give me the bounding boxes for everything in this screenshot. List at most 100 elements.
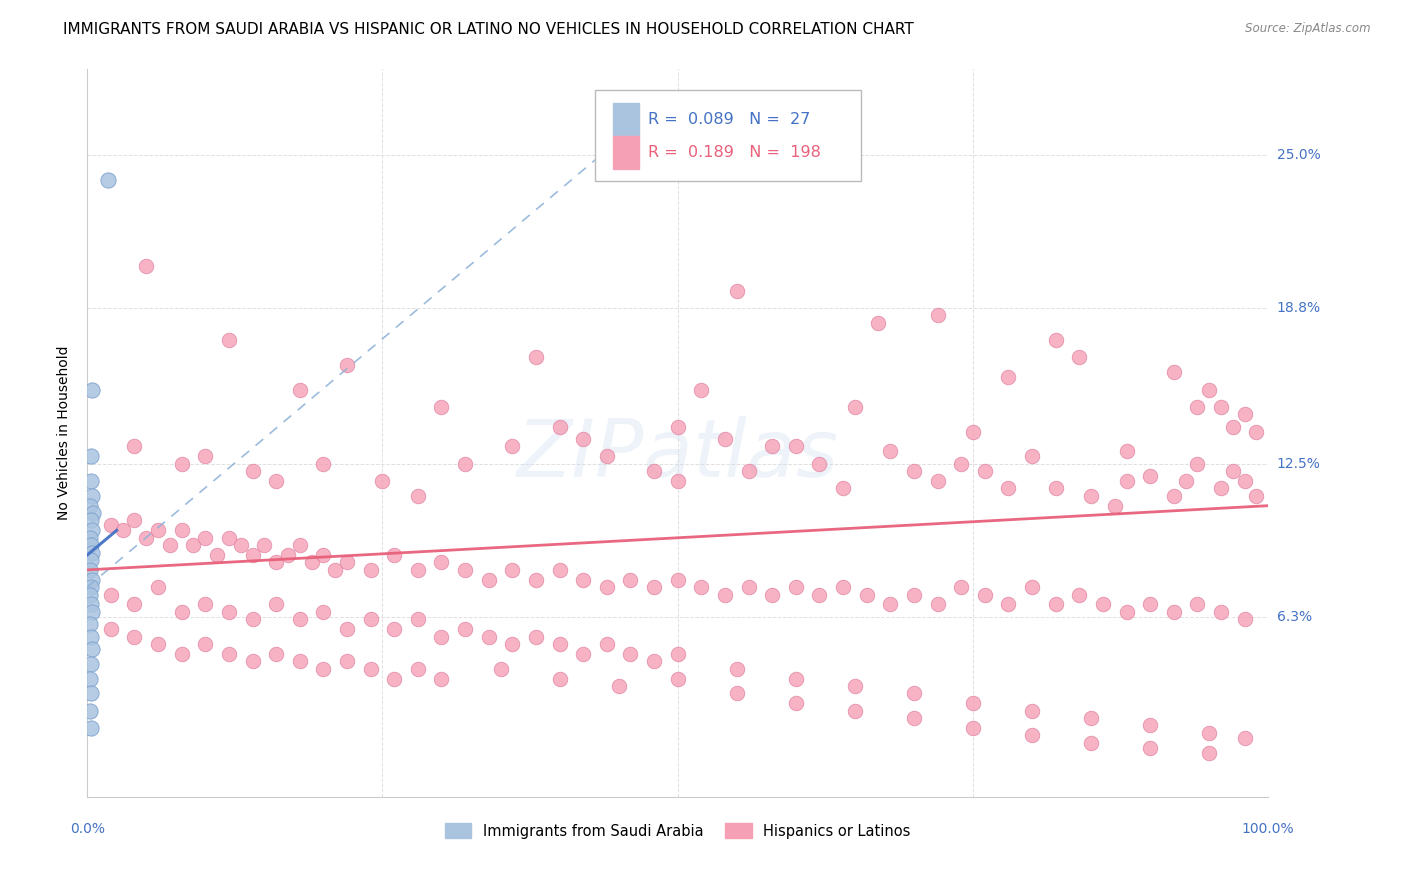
Point (205, 548, 228, 562)
Point (336, 654, 359, 668)
Point (80, 450, 103, 464)
Point (737, 580, 759, 594)
Point (1115, 605, 1137, 619)
Point (80, 686, 103, 700)
Point (80, 605, 103, 619)
Point (146, 580, 169, 594)
Point (725, 686, 748, 700)
Point (619, 573, 641, 587)
Point (1233, 474, 1256, 488)
Point (997, 370, 1019, 384)
Point (1045, 333, 1067, 347)
Point (454, 563, 477, 577)
Point (1187, 400, 1209, 414)
Point (124, 630, 146, 644)
Point (454, 457, 477, 471)
Point (666, 672, 689, 686)
Point (288, 383, 311, 397)
Point (1139, 469, 1161, 483)
Point (264, 556, 287, 570)
Text: 100.0%: 100.0% (1241, 822, 1295, 836)
Point (183, 538, 205, 552)
Point (336, 358, 359, 372)
Point (927, 309, 949, 323)
Point (135, 531, 157, 545)
Point (80, 580, 103, 594)
Point (761, 588, 783, 602)
Point (80, 573, 103, 587)
Point (1233, 731, 1256, 745)
Point (80, 538, 103, 552)
Point (1209, 400, 1232, 414)
Point (1222, 464, 1244, 478)
Point (1187, 598, 1209, 612)
Point (997, 598, 1019, 612)
Point (619, 647, 641, 661)
Point (832, 482, 855, 496)
Point (229, 538, 252, 552)
Point (927, 598, 949, 612)
Point (785, 696, 807, 710)
Point (1209, 605, 1232, 619)
Point (1246, 425, 1268, 439)
Point (785, 580, 807, 594)
Point (524, 630, 547, 644)
Point (1174, 474, 1197, 488)
Point (548, 637, 571, 651)
Point (1233, 407, 1256, 421)
Point (690, 383, 713, 397)
Point (146, 524, 169, 538)
Point (80, 553, 103, 567)
Text: 25.0%: 25.0% (1277, 148, 1320, 162)
Point (596, 637, 619, 651)
Point (1163, 605, 1185, 619)
Point (430, 630, 453, 644)
Point (80, 630, 103, 644)
Point (596, 580, 619, 594)
Text: R =  0.089   N =  27: R = 0.089 N = 27 (648, 112, 810, 127)
Point (973, 464, 995, 478)
Point (1069, 351, 1091, 365)
Point (146, 637, 169, 651)
Point (643, 654, 665, 668)
Point (288, 538, 311, 552)
Point (1115, 474, 1137, 488)
Point (406, 489, 429, 503)
Point (1069, 588, 1091, 602)
Point (903, 464, 925, 478)
Point (1198, 383, 1220, 397)
Point (1045, 482, 1067, 496)
Point (1139, 718, 1161, 732)
Point (301, 556, 323, 570)
Point (962, 696, 984, 710)
Point (832, 580, 855, 594)
Point (170, 524, 193, 538)
Point (868, 316, 890, 330)
Point (135, 259, 157, 273)
Point (1021, 450, 1043, 464)
Point (336, 556, 359, 570)
Point (100, 518, 122, 533)
Point (80, 657, 103, 671)
Point (973, 588, 995, 602)
Point (855, 588, 877, 602)
Point (927, 474, 949, 488)
Point (714, 588, 737, 602)
Point (430, 556, 453, 570)
Point (903, 588, 925, 602)
Point (79, 617, 101, 632)
Point (572, 573, 595, 587)
Point (336, 622, 359, 636)
Point (1091, 598, 1114, 612)
Point (548, 563, 571, 577)
Point (80, 489, 103, 503)
Point (80, 598, 103, 612)
Point (170, 605, 193, 619)
Point (785, 439, 807, 453)
Point (430, 672, 453, 686)
Point (253, 538, 276, 552)
Point (360, 662, 382, 676)
Point (218, 333, 240, 347)
Point (1209, 482, 1232, 496)
Point (1021, 728, 1043, 742)
